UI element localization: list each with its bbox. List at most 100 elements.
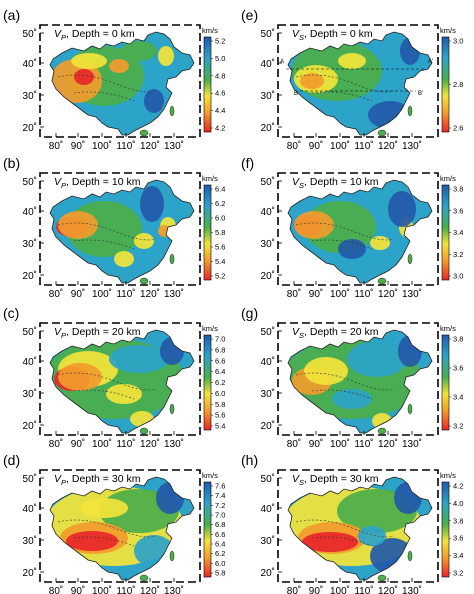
lon-tick-label: 110˚ bbox=[354, 288, 373, 300]
colorbar-tick-label: 3.8 bbox=[453, 185, 463, 194]
velocity-anomaly bbox=[121, 41, 157, 61]
velocity-anomaly bbox=[58, 211, 98, 239]
taiwan-island bbox=[169, 105, 175, 117]
panel-title: VP, Depth = 20 km bbox=[54, 326, 141, 340]
fault-line bbox=[295, 222, 395, 241]
velocity-anomaly bbox=[294, 211, 334, 239]
colorbar-bar bbox=[441, 334, 450, 431]
fault-line bbox=[295, 519, 395, 538]
colorbar: km/s 3.0 2.8 2.6 bbox=[440, 26, 463, 133]
colorbar-tick-label: 7.6 bbox=[215, 482, 225, 491]
map-panel: (b) VP, Depth = 10 km 20˚ 30˚ 40˚ 50˚ 80˚ 90˚ 10… bbox=[3, 155, 225, 300]
velocity-anomaly bbox=[388, 191, 416, 227]
fault-line bbox=[295, 74, 395, 93]
lon-tick-label: 130˚ bbox=[402, 288, 422, 300]
colorbar-tick-label: 5.6 bbox=[215, 243, 225, 252]
colorbar-tick-label: 6.0 bbox=[215, 214, 225, 223]
profile-label: A' bbox=[428, 59, 433, 65]
lon-tick-label: 130˚ bbox=[164, 585, 184, 594]
hainan-island bbox=[139, 277, 149, 285]
china-outline bbox=[287, 179, 433, 284]
lat-tick-label: 50˚ bbox=[261, 176, 275, 188]
colorbar-tick-label: 2.8 bbox=[453, 80, 463, 89]
colorbar-tick-label: 5.8 bbox=[215, 228, 225, 237]
lon-tick-label: 100˚ bbox=[330, 140, 350, 152]
velocity-anomaly bbox=[106, 384, 142, 404]
map-panel: (g) VS, Depth = 20 km 20˚ 30˚ 40˚ 50˚ 80˚ 90˚ 10… bbox=[241, 305, 463, 450]
lon-tick-label: 90˚ bbox=[71, 140, 85, 152]
velocity-anomaly bbox=[140, 186, 164, 222]
lon-tick-label: 80˚ bbox=[287, 140, 301, 152]
taiwan-island bbox=[407, 550, 413, 562]
colorbar: km/s 5.2 5.0 4.8 4.6 4.4 4.2 bbox=[202, 26, 225, 133]
panel-letter: (h) bbox=[241, 452, 258, 468]
colorbar-tick-label: 6.6 bbox=[215, 356, 225, 365]
hainan-island bbox=[377, 277, 387, 285]
hainan-island bbox=[377, 427, 387, 435]
lon-tick-label: 80˚ bbox=[49, 585, 63, 594]
fault-line bbox=[73, 389, 135, 400]
lat-tick-label: 30˚ bbox=[261, 238, 275, 250]
colorbar-tick-label: 5.0 bbox=[215, 54, 225, 63]
lon-tick-label: 120˚ bbox=[378, 288, 398, 300]
panel-letter: (d) bbox=[3, 452, 20, 468]
colorbar-tick-label: 5.8 bbox=[215, 569, 225, 578]
lon-tick-label: 110˚ bbox=[354, 140, 373, 152]
colorbar-tick-label: 3.8 bbox=[453, 335, 463, 344]
lon-tick-label: 90˚ bbox=[309, 140, 323, 152]
colorbar-tick-label: 3.6 bbox=[453, 534, 463, 543]
colorbar-tick-label: 7.2 bbox=[215, 501, 225, 510]
colorbar: km/s 7.06.8 6.6 6.4 6.2 6.0 5.8 5.6 5.4 bbox=[202, 324, 225, 431]
lat-tick-label: 30˚ bbox=[261, 90, 275, 102]
profile-label: B' bbox=[418, 91, 423, 97]
panel-letter: (b) bbox=[3, 155, 20, 171]
colorbar: km/s 7.67.47.27.06.86.66.46.26.05.8 bbox=[202, 471, 225, 578]
velocity-anomaly bbox=[302, 532, 358, 552]
lon-tick-label: 100˚ bbox=[330, 438, 350, 450]
velocity-anomaly bbox=[370, 236, 390, 250]
lat-tick-label: 50˚ bbox=[23, 28, 37, 40]
fault-line bbox=[311, 389, 373, 400]
colorbar-unit: km/s bbox=[440, 174, 456, 183]
colorbar-unit: km/s bbox=[440, 26, 456, 35]
lat-tick-label: 50˚ bbox=[23, 176, 37, 188]
lon-tick-label: 130˚ bbox=[164, 288, 184, 300]
lon-tick-label: 110˚ bbox=[354, 585, 373, 594]
taiwan-island bbox=[407, 403, 413, 415]
panel-letter: (a) bbox=[3, 7, 20, 23]
lat-tick-label: 40˚ bbox=[23, 58, 37, 70]
velocity-anomaly bbox=[80, 498, 128, 518]
china-outline bbox=[287, 476, 433, 581]
lon-tick-label: 90˚ bbox=[71, 438, 85, 450]
lat-tick-label: 40˚ bbox=[261, 503, 275, 515]
lon-tick-label: 110˚ bbox=[354, 438, 373, 450]
taiwan-island bbox=[169, 550, 175, 562]
colorbar-unit: km/s bbox=[440, 471, 456, 480]
map-panel: (a) VP, Depth = 0 km 20˚ 30˚ 40˚ 50˚ 80˚ 90˚ 100… bbox=[3, 7, 225, 152]
colorbar-tick-label: 6.8 bbox=[215, 345, 225, 354]
lat-tick-label: 30˚ bbox=[23, 388, 37, 400]
hainan-island bbox=[139, 129, 149, 137]
lat-tick-label: 50˚ bbox=[261, 326, 275, 338]
colorbar-bar bbox=[203, 36, 212, 133]
colorbar-tick-label: 3.4 bbox=[453, 551, 463, 560]
lon-tick-label: 110˚ bbox=[116, 585, 135, 594]
china-outline bbox=[49, 476, 195, 581]
lat-tick-label: 50˚ bbox=[23, 326, 37, 338]
panel-letter: (e) bbox=[241, 7, 258, 23]
fault-line bbox=[57, 74, 157, 93]
lat-tick-label: 30˚ bbox=[261, 535, 275, 547]
map-panel: (e) VS, Depth = 0 km A A' B B' 20˚ 30˚ 40˚ 50˚ 80˚… bbox=[241, 7, 463, 152]
colorbar-tick-label: 5.8 bbox=[215, 400, 225, 409]
colorbar-tick-label: 6.0 bbox=[215, 389, 225, 398]
colorbar-tick-label: 6.4 bbox=[215, 367, 225, 376]
lat-tick-label: 30˚ bbox=[23, 238, 37, 250]
panel-title: VS, Depth = 0 km bbox=[292, 28, 373, 42]
fault-line bbox=[311, 536, 373, 547]
colorbar-tick-label: 6.4 bbox=[215, 185, 225, 194]
colorbar-tick-label: 3.4 bbox=[453, 393, 463, 402]
colorbar: km/s 3.8 3.6 3.4 3.2 bbox=[440, 324, 463, 431]
colorbar-tick-label: 3.6 bbox=[453, 206, 463, 215]
lon-tick-label: 80˚ bbox=[287, 585, 301, 594]
lat-tick-label: 20˚ bbox=[261, 420, 275, 432]
